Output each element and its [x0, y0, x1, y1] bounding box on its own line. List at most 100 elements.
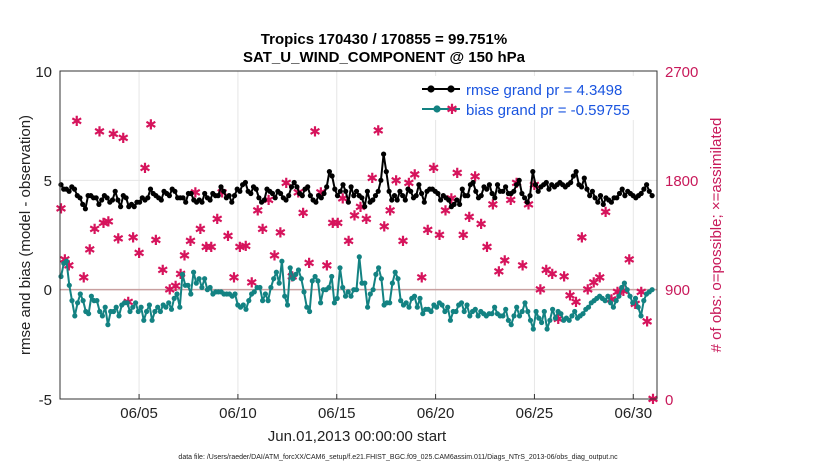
bias-point — [635, 304, 641, 310]
obs-point: ✱ — [641, 314, 653, 330]
bias-point — [522, 300, 528, 306]
obs-point: ✱ — [499, 254, 511, 270]
bias-point — [525, 308, 531, 315]
rmse-point — [619, 186, 625, 192]
rmse-point — [226, 193, 232, 199]
bias-point — [130, 304, 136, 310]
bias-point — [500, 313, 506, 319]
rmse-point — [400, 193, 406, 199]
rmse-point — [218, 184, 224, 190]
bias-point — [395, 276, 401, 282]
rmse-point — [543, 179, 549, 186]
x-axis: 06/05 06/10 06/15 06/20 06/25 06/30 — [120, 394, 652, 422]
obs-point: ✱ — [150, 233, 162, 249]
obs-point: ✱ — [315, 186, 327, 202]
bias-point — [511, 313, 517, 319]
bias-point — [257, 284, 263, 291]
bias-point — [558, 311, 564, 317]
rmse-point — [513, 182, 520, 188]
bias-point — [387, 300, 393, 306]
bias-point — [378, 276, 384, 282]
bias-point — [420, 311, 426, 317]
bias-point — [276, 280, 282, 286]
legend-rmse-marker — [427, 85, 435, 93]
rmse-point — [80, 201, 86, 207]
bias-point — [624, 287, 630, 293]
rmse-point — [584, 186, 590, 192]
bias-point — [489, 311, 495, 317]
rmse-point — [307, 193, 313, 199]
rmse-point — [516, 177, 522, 183]
rmse-point — [147, 186, 154, 192]
obs-point: ✱ — [434, 228, 446, 244]
bias-point — [458, 300, 465, 306]
obs-point: ✱ — [78, 271, 90, 287]
obs-point: ✱ — [89, 222, 101, 238]
rmse-point — [592, 195, 598, 201]
bias-point — [428, 308, 434, 315]
bias-point — [193, 280, 199, 286]
bias-point — [144, 308, 150, 315]
rmse-point — [145, 195, 151, 201]
rmse-point — [237, 188, 243, 194]
rmse-point — [597, 193, 604, 199]
bias-point — [550, 306, 556, 312]
rmse-point — [353, 188, 360, 194]
grid-lines — [60, 71, 657, 399]
obs-point: ✱ — [409, 167, 421, 183]
legend-box — [414, 76, 655, 120]
rmse-point — [286, 193, 292, 199]
legend-obs-marker: ✱ — [446, 102, 458, 118]
bias-point — [356, 254, 362, 260]
bias-point — [602, 298, 608, 304]
bias-point — [492, 304, 498, 310]
rmse-point — [408, 188, 414, 194]
rmse-point — [242, 179, 248, 186]
obs-point: ✱ — [133, 246, 145, 262]
bias-point — [116, 313, 122, 319]
rmse-point — [649, 193, 655, 199]
bias-point — [163, 304, 169, 310]
legend-rmse-label: rmse grand pr = 4.3498 — [466, 82, 622, 99]
obs-point: ✱ — [505, 193, 517, 209]
x-tick-label: 06/20 — [417, 405, 455, 422]
bias-point — [627, 293, 633, 299]
obs-point: ✱ — [647, 392, 659, 408]
obs-point: ✱ — [463, 210, 475, 226]
bias-point — [514, 304, 520, 310]
obs-point: ✱ — [145, 118, 157, 134]
obs-point: ✱ — [517, 258, 529, 274]
bias-point — [282, 293, 288, 299]
obs-point: ✱ — [139, 161, 151, 177]
bias-point — [536, 315, 542, 321]
bias-point — [97, 308, 103, 315]
bias-point — [367, 291, 373, 297]
rmse-point — [359, 195, 365, 201]
obs-point: ✱ — [164, 283, 176, 299]
rmse-point — [172, 188, 178, 194]
bias-point — [105, 322, 111, 328]
rmse-point — [530, 169, 536, 175]
obs-point: ✱ — [185, 234, 197, 250]
bias-point — [110, 308, 117, 315]
rmse-point — [391, 193, 398, 199]
bias-point — [417, 295, 423, 301]
rmse-point — [522, 195, 528, 201]
obs-point: ✱ — [493, 264, 505, 280]
rmse-point — [180, 195, 186, 201]
bias-point — [273, 269, 279, 275]
obs-point: ✱ — [205, 240, 217, 256]
obs-point: ✱ — [440, 204, 452, 220]
bias-point — [174, 291, 180, 297]
bias-point — [453, 308, 459, 315]
bias-point — [398, 298, 404, 304]
x-tick-label: 06/30 — [615, 405, 653, 422]
rmse-point — [413, 193, 419, 199]
rmse-point — [364, 188, 370, 194]
obs-point: ✱ — [594, 271, 606, 287]
bias-point — [268, 284, 274, 291]
bias-point — [326, 284, 332, 291]
obs-point: ✱ — [211, 212, 223, 228]
rmse-point — [77, 195, 83, 201]
